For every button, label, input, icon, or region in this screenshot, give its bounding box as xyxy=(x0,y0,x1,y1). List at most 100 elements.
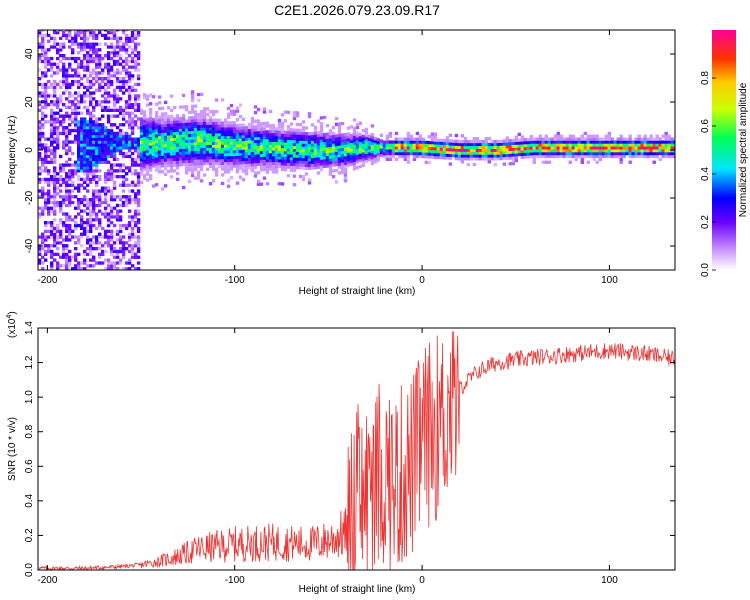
spectrogram-cell xyxy=(271,158,276,162)
spectrogram-cell xyxy=(304,146,309,150)
spectrogram-cell xyxy=(601,151,605,156)
spectrogram-cell xyxy=(56,131,60,136)
spectrogram-cell xyxy=(283,142,288,146)
spectrogram-cell xyxy=(364,136,369,140)
spectrogram-cell xyxy=(328,129,333,133)
spectrogram-cell xyxy=(199,133,204,137)
spectrogram-cell xyxy=(77,79,81,84)
spectrogram-cell xyxy=(59,59,63,64)
spectrogram-cell xyxy=(469,139,474,144)
spectrogram-cell xyxy=(556,131,560,136)
spectrogram-cell xyxy=(451,151,456,155)
spectrogram-cell xyxy=(68,189,72,193)
spectrogram-cell xyxy=(604,149,608,153)
spectrogram-cell xyxy=(295,145,300,150)
snr-x-tick-label: -100 xyxy=(225,575,245,586)
spectrogram-cell xyxy=(274,135,279,140)
spectrogram-cell xyxy=(466,139,471,144)
spectrogram-cell xyxy=(142,119,147,123)
spectrogram-cell xyxy=(349,154,354,158)
spectrogram-cell xyxy=(376,155,381,159)
spectrogram-cell xyxy=(238,146,243,150)
spectrogram-cell xyxy=(74,172,78,176)
spectrogram-cell xyxy=(163,143,168,148)
spectrogram-cell xyxy=(80,215,84,219)
spectrogram-cell xyxy=(41,131,45,136)
spectrogram-cell xyxy=(217,124,222,128)
spectrogram-cell xyxy=(133,172,138,176)
spectrogram-cell xyxy=(301,149,306,153)
spectrogram-cell xyxy=(80,36,84,40)
spectrogram-cell xyxy=(313,151,318,155)
spectrogram-cell xyxy=(118,166,123,170)
spectrogram-cell xyxy=(115,212,120,216)
spectrogram-cell xyxy=(130,189,135,193)
spectrogram-cell xyxy=(77,166,81,170)
spectrogram-cell xyxy=(101,189,105,193)
spectrogram-cell xyxy=(424,155,429,159)
spectrogram-cell xyxy=(211,112,216,117)
spectrogram-cell xyxy=(77,74,81,78)
spectrogram-cell xyxy=(86,51,90,55)
spectrogram-cell xyxy=(169,120,174,124)
spectrogram-cell xyxy=(592,149,596,153)
spectrogram-cell xyxy=(208,182,213,186)
spectrogram-cell xyxy=(92,264,96,268)
spectrogram-cell xyxy=(547,143,551,147)
spectrogram-cell xyxy=(460,145,465,149)
spectrogram-cell xyxy=(74,267,78,270)
spectrogram-cell xyxy=(53,137,57,141)
spectrogram-cell xyxy=(418,149,423,153)
spectrogram-cell xyxy=(238,103,243,107)
spectrogram-cell xyxy=(47,249,51,254)
spectrogram-cell xyxy=(89,100,93,104)
spectrogram-cell xyxy=(469,151,474,155)
spectrogram-cell xyxy=(541,149,545,153)
spectrogram-cell xyxy=(622,146,626,150)
spectrogram-cell xyxy=(157,144,162,148)
spectrogram-cell xyxy=(607,131,611,136)
spectrogram-cell xyxy=(634,143,638,147)
spectrogram-cell xyxy=(133,88,138,92)
spectrogram-cell xyxy=(328,163,333,168)
spectrogram-cell xyxy=(187,162,192,166)
spectrogram-cell xyxy=(352,164,357,168)
spectrogram-cell xyxy=(244,131,249,136)
spectrogram-cell xyxy=(56,146,60,150)
spectrogram-cell xyxy=(367,140,372,144)
spectrogram-cell xyxy=(38,177,42,182)
spectrogram-cell xyxy=(169,134,174,139)
spectrogram-cell xyxy=(89,128,93,133)
spectrogram-cell xyxy=(74,186,78,190)
spectrogram-cell xyxy=(124,223,129,228)
spectrogram-cell xyxy=(133,120,138,124)
spectrogram-cell xyxy=(124,247,129,251)
spectrogram-cell xyxy=(334,140,339,144)
spectrogram-cell xyxy=(226,144,231,148)
spectrogram-cell xyxy=(154,162,159,167)
spectrogram-cell xyxy=(163,138,168,142)
spectrogram-cell xyxy=(301,152,306,156)
spectrogram-cell xyxy=(92,68,96,72)
spectrogram-cell xyxy=(364,156,369,160)
spectrogram-cell xyxy=(373,151,378,155)
spectrogram-cell xyxy=(92,82,96,87)
spectrogram-cell xyxy=(631,146,635,150)
spectrogram-cell xyxy=(226,132,231,137)
spectrogram-cell xyxy=(535,154,539,159)
spectrogram-cell xyxy=(379,133,384,137)
spectrogram-cell xyxy=(511,156,515,160)
spectrogram-cell xyxy=(292,151,297,155)
spectrogram-cell xyxy=(89,221,93,225)
spectrogram-cell xyxy=(373,148,378,152)
spectrogram-cell xyxy=(59,123,63,127)
spectrogram-cell xyxy=(118,79,123,84)
spectrogram-cell xyxy=(101,186,105,190)
spectrogram-cell xyxy=(211,153,216,157)
spectrogram-cell xyxy=(106,258,111,262)
spectrogram-cell xyxy=(166,114,171,119)
spectrogram-cell xyxy=(44,206,48,210)
spectrogram-cell xyxy=(121,59,126,64)
spectrogram-cell xyxy=(343,144,348,148)
spectrogram-cell xyxy=(139,169,144,173)
